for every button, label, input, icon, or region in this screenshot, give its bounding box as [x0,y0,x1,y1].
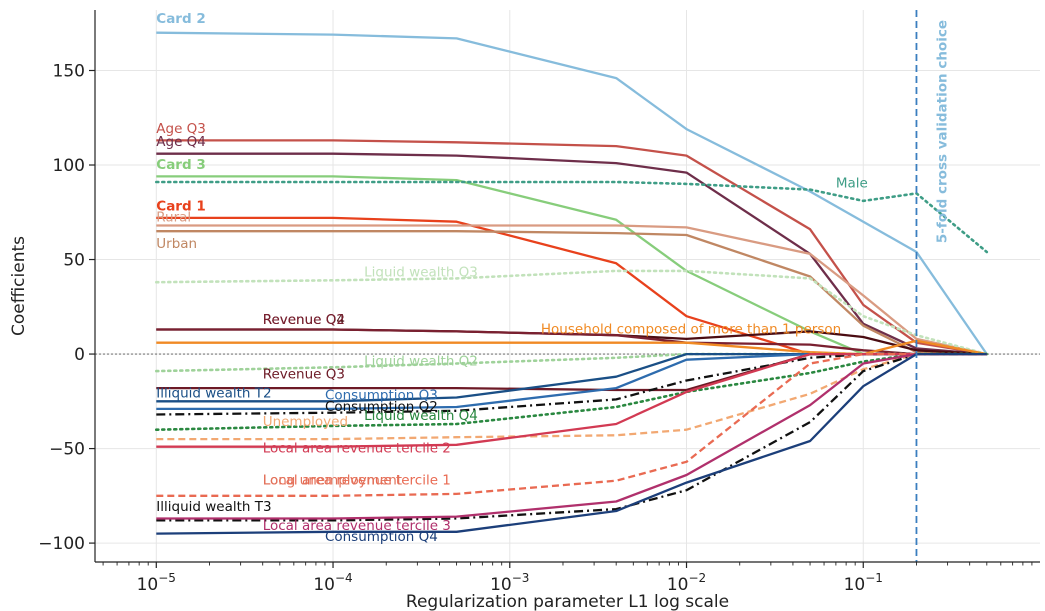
y-axis-title: Coefficients [9,236,29,336]
x-tick-label-4: 10−1 [844,571,883,595]
series-label-14: Illiquid wealth T2 [156,386,271,402]
series-label-19: Local area revenue tercile 2 [263,440,451,456]
series-label-13: Revenue Q3 [263,367,345,383]
series-label-10: Revenue Q2 [263,312,345,328]
series-line-22 [156,352,987,522]
series-line-7 [156,230,987,356]
y-tick-label-4: 100 [53,156,85,176]
series-label-11: Household composed of more than 1 person [541,321,841,337]
y-tick-label-3: 50 [63,251,85,271]
y-tick-label-1: −50 [49,440,85,460]
cv-choice-label: 5-fold cross validation choice [934,20,950,243]
series-label-15: Consumption Q3 [325,387,438,403]
series-label-23: Local area revenue tercile 3 [263,518,451,534]
series-label-9: Revenue Q4 [263,312,345,328]
y-tick-label-5: 150 [53,61,85,81]
x-tick-label-3: 10−2 [667,571,706,595]
x-tick-label-2: 10−3 [490,571,529,595]
series-line-4 [155,180,989,254]
series-line-24 [156,352,987,535]
series-label-21: Long unemployment [263,472,402,488]
series-label-24: Consumption Q4 [325,529,438,545]
series-label-0: Card 2 [156,11,205,27]
series-label-17: Liquid wealth Q4 [364,408,478,424]
series-label-5: Card 1 [156,198,205,214]
series-line-2 [156,152,987,356]
x-axis-title: Regularization parameter L1 log scale [406,592,729,611]
series-line-8 [155,269,989,356]
series-line-0 [156,31,988,355]
series-label-16: Consumption Q2 [325,399,438,415]
series-label-4: Male [836,176,868,192]
series-label-22: Illiquid wealth T3 [156,499,271,515]
grid [95,10,1040,562]
series-line-20 [156,352,987,497]
axes [94,10,1040,563]
series-line-11 [156,339,988,356]
series-label-3: Card 3 [156,157,205,173]
series-label-1: Age Q3 [156,121,206,137]
series-label-12: Liquid wealth Q2 [364,353,478,369]
x-tick-label-1: 10−4 [313,571,352,595]
y-tick-label-2: 0 [74,345,85,365]
series-label-7: Urban [156,236,197,252]
series-line-6 [156,224,988,356]
series-label-20: Local area revenue tercile 1 [263,472,451,488]
series-label-6: Rural [156,210,191,226]
series-label-2: Age Q4 [156,134,206,150]
series-line-23 [156,352,987,520]
series-layer [155,31,989,535]
x-tick-label-0: 10−5 [137,571,176,595]
y-tick-label-0: −100 [38,534,85,554]
series-line-19 [156,352,987,448]
series-label-18: Unemployed [263,414,348,430]
ticks: 10−5 10−4 10−3 10−2 10−1 −100 −50 0 50 100 150 [38,61,1033,595]
series-label-8: Liquid wealth Q3 [364,265,478,281]
